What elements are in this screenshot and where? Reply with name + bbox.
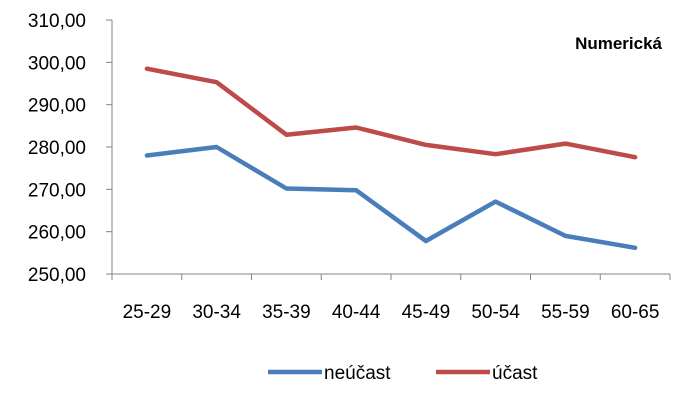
x-tick-label: 55-59 — [541, 302, 590, 323]
y-tick-label: 300,00 — [28, 53, 86, 74]
x-tick-label: 40-44 — [332, 302, 381, 323]
series-line-1 — [147, 147, 635, 248]
y-tick-label: 280,00 — [28, 138, 86, 159]
x-tick-label: 60-65 — [611, 302, 660, 323]
legend: neúčast účast — [268, 363, 538, 384]
y-tick-label: 250,00 — [28, 265, 86, 286]
x-axis: 25-29 30-34 35-39 40-44 45-49 50-54 55-59 60-65 — [112, 274, 670, 323]
series-line-2 — [147, 69, 635, 158]
x-tick-label: 35-39 — [262, 302, 311, 323]
y-tick-label: 290,00 — [28, 96, 86, 117]
y-tick-label: 310,00 — [28, 11, 86, 32]
legend-label: neúčast — [324, 363, 391, 384]
legend-label: účast — [492, 363, 538, 384]
series-layer — [147, 69, 635, 248]
x-tick-label: 30-34 — [192, 302, 241, 323]
y-tick-label: 260,00 — [28, 223, 86, 244]
chart-title: Numerická — [575, 34, 662, 53]
x-tick-label: 45-49 — [402, 302, 451, 323]
x-tick-label: 50-54 — [471, 302, 520, 323]
x-tick-label: 25-29 — [123, 302, 172, 323]
y-tick-label: 270,00 — [28, 180, 86, 201]
y-axis: 250,00 260,00 270,00 280,00 290,00 300,00 310,… — [28, 11, 112, 286]
